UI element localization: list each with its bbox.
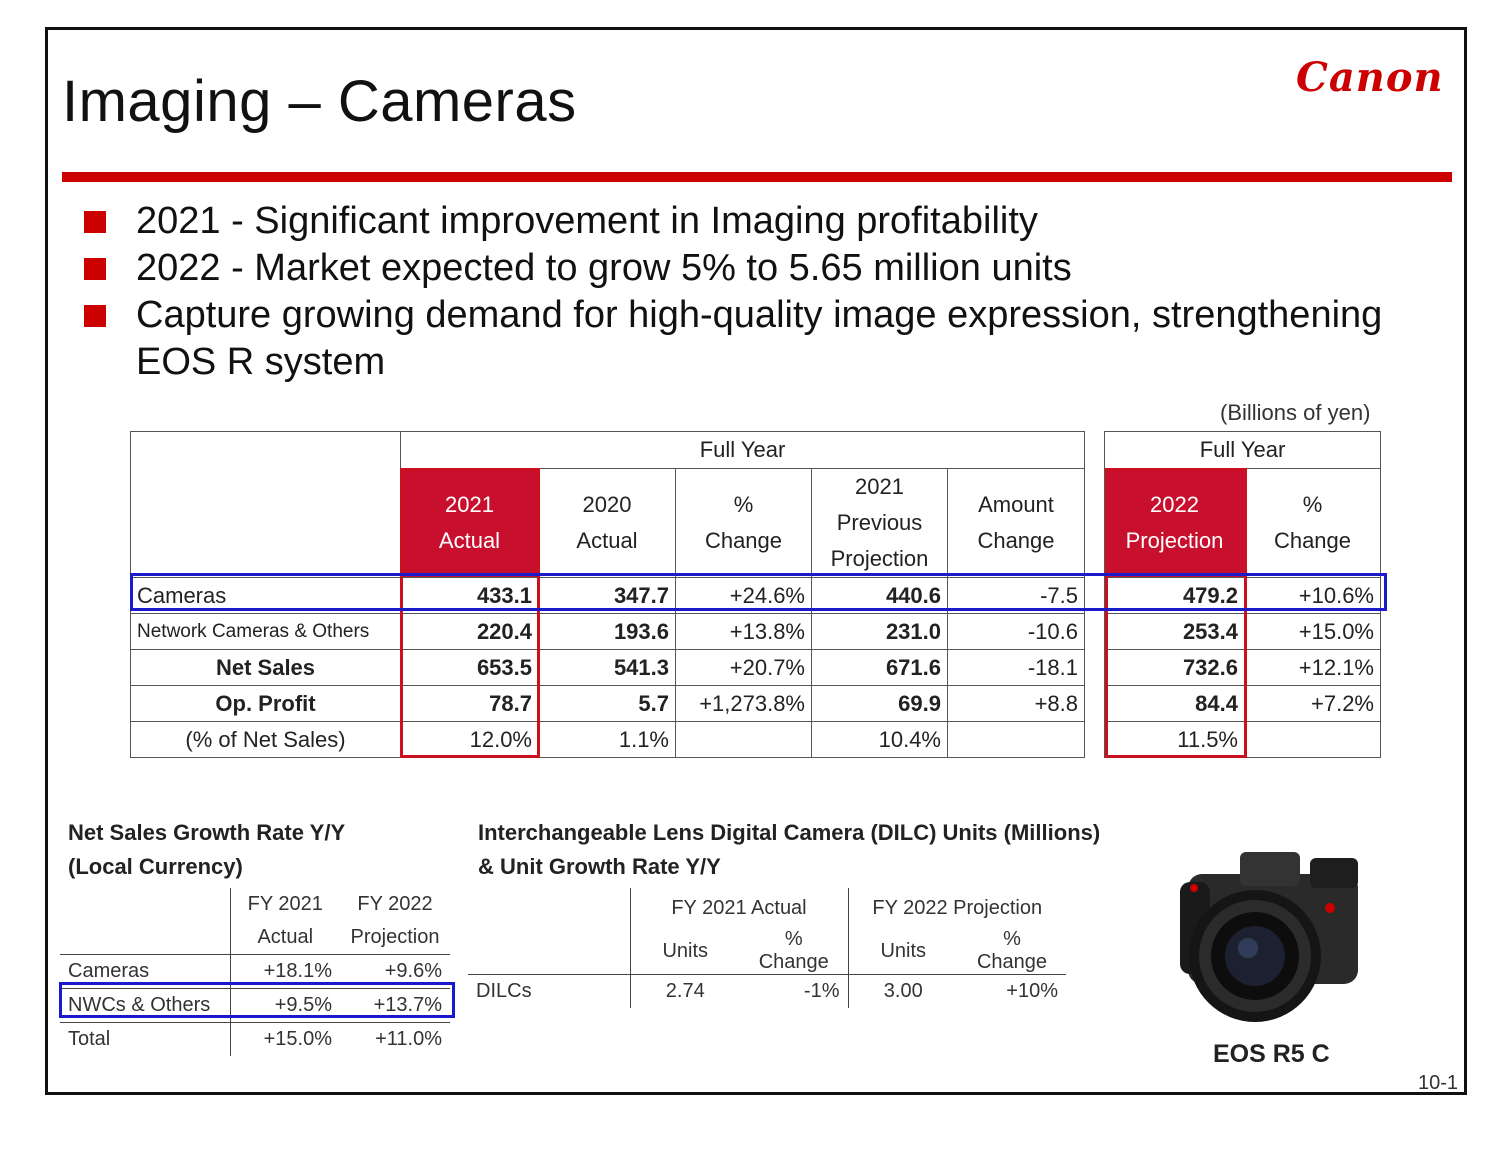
col-2022-projection: 2022 Projection (1104, 468, 1245, 578)
page-number: 10-1 (1418, 1072, 1459, 1094)
page-title: Imaging – Cameras (62, 69, 577, 134)
table-row: Cameras 433.1 347.7 +24.6% 440.6 -7.5 47… (130, 577, 1381, 614)
bullet-square-icon (84, 211, 106, 233)
table-row: Total +15.0% +11.0% (60, 1022, 450, 1056)
bullet-item: 2022 - Market expected to grow 5% to 5.6… (84, 245, 1454, 292)
full-year-group-header: Full Year (1104, 431, 1381, 469)
bullet-item: Capture growing demand for high-quality … (84, 292, 1454, 386)
highlight-2022-projection (1105, 468, 1247, 758)
table-row: DILCs 2.74 -1% 3.00 +10% (468, 974, 1066, 1008)
bullet-square-icon (84, 305, 106, 327)
bullet-item: 2021 - Significant improvement in Imagin… (84, 198, 1454, 245)
dilc-table: FY 2021 Actual FY 2022 Projection Units … (468, 888, 1066, 1008)
dilc-table-title: Interchangeable Lens Digital Camera (DIL… (478, 820, 1101, 879)
full-year-group-header: Full Year (400, 431, 1085, 469)
col-pct-change: % Change (675, 468, 812, 578)
growth-table-title: Net Sales Growth Rate Y/Y (Local Currenc… (68, 820, 346, 879)
growth-table: FY 2021 FY 2022 Actual Projection Camera… (60, 888, 450, 1056)
col-2020-actual: 2020 Actual (538, 468, 676, 578)
highlight-2021-actual (400, 468, 540, 758)
col-pct-change-2022: % Change (1244, 468, 1381, 578)
highlight-cameras-row (130, 573, 1387, 611)
slide: Imaging – Cameras Canon 2021 - Significa… (45, 27, 1467, 1095)
bullet-list: 2021 - Significant improvement in Imagin… (84, 198, 1454, 386)
camera-image (1180, 852, 1358, 1022)
canon-logo: Canon (1296, 54, 1444, 101)
units-note: (Billions of yen) (1220, 400, 1371, 425)
highlight-growth-cameras (59, 982, 455, 1018)
col-amount-change: Amount Change (947, 468, 1085, 578)
title-divider (62, 172, 1452, 182)
table-row: (% of Net Sales) 12.0% 1.1% 10.4% 11.5% (130, 721, 1381, 758)
product-caption: EOS R5 C (1213, 1040, 1330, 1068)
col-2021-previous-projection: 2021 Previous Projection (811, 468, 948, 578)
bullet-square-icon (84, 258, 106, 280)
